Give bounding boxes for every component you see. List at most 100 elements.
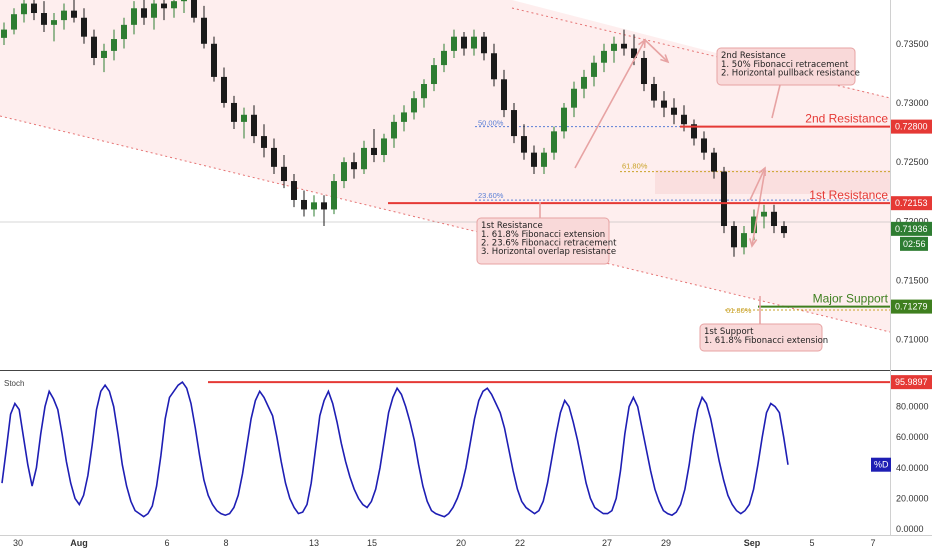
candle bbox=[291, 173, 297, 208]
time-tick-label: 7 bbox=[870, 538, 875, 548]
stoch-level-badge bbox=[891, 375, 932, 390]
candle-body bbox=[631, 48, 637, 58]
candle-body bbox=[511, 110, 517, 137]
price-tick-label: 0.73500 bbox=[896, 39, 929, 49]
annotation-line: 2. Horizontal pullback resistance bbox=[721, 69, 860, 79]
candle-body bbox=[481, 36, 487, 54]
candle bbox=[571, 81, 577, 118]
candle bbox=[731, 221, 737, 257]
candle-body bbox=[91, 36, 97, 58]
candle-body bbox=[681, 114, 687, 125]
candle bbox=[521, 124, 527, 160]
candle-body bbox=[711, 152, 717, 172]
candle bbox=[111, 29, 117, 61]
candle bbox=[151, 0, 157, 30]
annotation-line: 1. 50% Fibonacci retracement bbox=[721, 60, 849, 70]
candle bbox=[361, 140, 367, 174]
candle-body bbox=[71, 10, 77, 18]
price-tick-label: 0.72000 bbox=[896, 216, 929, 226]
candle bbox=[591, 55, 597, 87]
candle-body bbox=[441, 50, 447, 66]
candle-body bbox=[611, 43, 617, 51]
candle bbox=[141, 0, 147, 25]
price-tick-label: 0.72500 bbox=[896, 157, 929, 167]
time-tick-label: 13 bbox=[309, 538, 319, 548]
candle-body bbox=[221, 76, 227, 103]
candle-body bbox=[321, 202, 327, 210]
annotation-frame bbox=[716, 47, 856, 86]
candle-body bbox=[521, 136, 527, 153]
candle-body bbox=[271, 147, 277, 167]
price-badge bbox=[891, 196, 932, 211]
candle-body bbox=[171, 1, 177, 9]
candle-body bbox=[431, 65, 437, 85]
candle-body bbox=[241, 114, 247, 122]
candle-body bbox=[341, 162, 347, 182]
stoch-tick-label: 20.0000 bbox=[896, 493, 929, 503]
candle bbox=[531, 145, 537, 174]
price-badge-label: 0.72153 bbox=[895, 198, 928, 208]
candle-body bbox=[261, 136, 267, 148]
candle-body bbox=[641, 57, 647, 85]
price-badge bbox=[891, 299, 932, 314]
candle-body bbox=[291, 181, 297, 200]
time-tick-label: Sep bbox=[744, 538, 761, 548]
candle-body bbox=[701, 138, 707, 153]
bounce-arrow-down-head bbox=[749, 238, 758, 248]
candle bbox=[411, 91, 417, 120]
candle-body bbox=[761, 211, 767, 217]
candle bbox=[301, 190, 307, 217]
candle-body bbox=[461, 36, 467, 49]
candle-body bbox=[391, 121, 397, 139]
candle-body bbox=[11, 14, 17, 30]
candle bbox=[51, 13, 57, 42]
candle-body bbox=[691, 124, 697, 139]
candle-body bbox=[251, 114, 257, 137]
candle-body bbox=[1, 29, 7, 38]
price-badge bbox=[891, 119, 932, 134]
candle-body bbox=[661, 100, 667, 108]
fib-label: 61.80% bbox=[622, 162, 648, 171]
candle-body bbox=[181, 0, 187, 2]
bounce-arrow-up bbox=[749, 167, 766, 201]
candle-body bbox=[401, 112, 407, 122]
candle-body bbox=[591, 62, 597, 77]
candle-body bbox=[601, 50, 607, 63]
time-tick-label: 20 bbox=[456, 538, 466, 548]
candle-body bbox=[131, 8, 137, 25]
candle bbox=[21, 0, 27, 23]
candle-body bbox=[551, 131, 557, 153]
level-label: 2nd Resistance bbox=[805, 112, 888, 126]
candle-body bbox=[21, 3, 27, 15]
candle-body bbox=[671, 107, 677, 115]
candle bbox=[351, 152, 357, 179]
countdown-label: 02:56 bbox=[903, 239, 926, 249]
candle bbox=[461, 31, 467, 56]
candle-body bbox=[351, 162, 357, 170]
candle bbox=[311, 195, 317, 217]
candle bbox=[371, 128, 377, 163]
candle-body bbox=[101, 50, 107, 58]
candle-body bbox=[81, 17, 87, 37]
candle-body bbox=[501, 79, 507, 111]
candle-body bbox=[51, 20, 57, 25]
candle bbox=[251, 105, 257, 144]
annotation-line: 3. Horizontal overlap resistance bbox=[481, 247, 616, 257]
candle bbox=[711, 147, 717, 179]
candle-body bbox=[381, 138, 387, 156]
candle-body bbox=[771, 211, 777, 227]
candle bbox=[441, 43, 447, 73]
annotation-title: 2nd Resistance bbox=[721, 51, 786, 61]
candle bbox=[321, 195, 327, 227]
candle-body bbox=[331, 181, 337, 210]
candle bbox=[661, 91, 667, 118]
candle bbox=[771, 204, 777, 234]
candle bbox=[781, 221, 787, 238]
candle bbox=[331, 173, 337, 215]
stoch-line bbox=[1, 380, 789, 518]
time-tick-label: 29 bbox=[661, 538, 671, 548]
candle bbox=[231, 95, 237, 129]
